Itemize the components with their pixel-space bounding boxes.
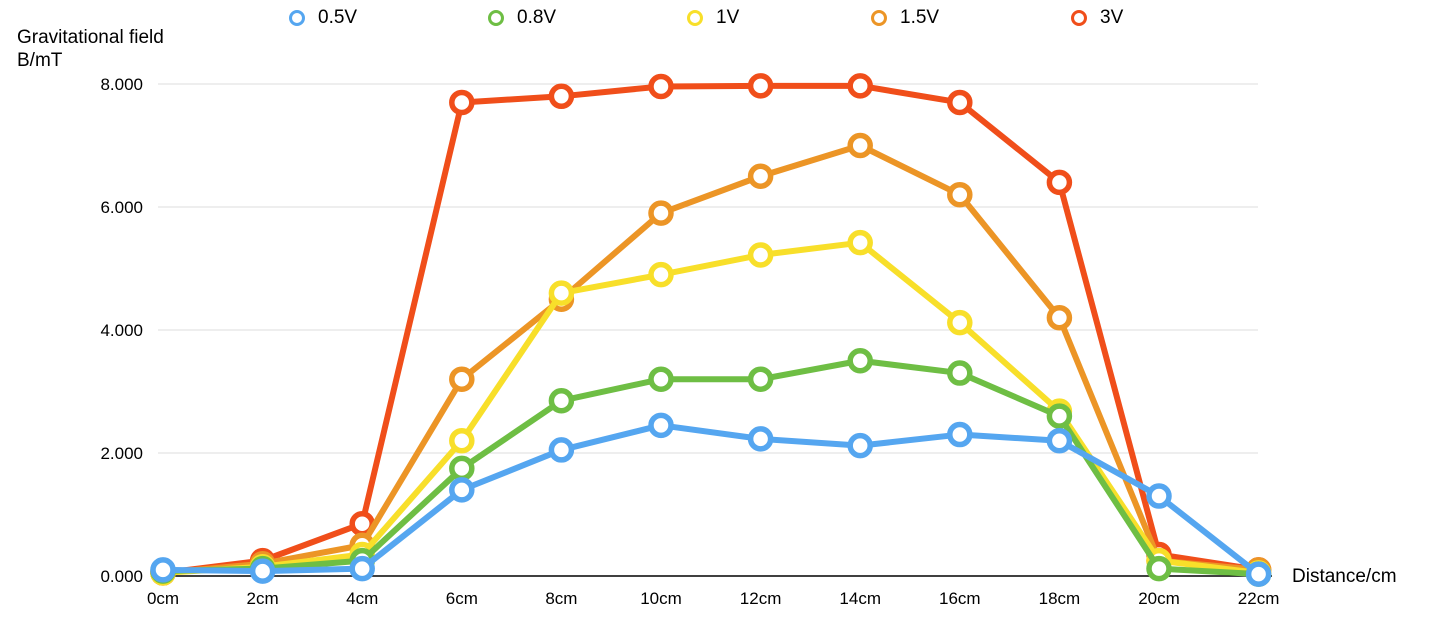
data-point [648,261,674,288]
legend-label: 0.8V [517,7,557,28]
x-axis-title: Distance/cm [1292,566,1397,587]
data-point [1046,304,1073,331]
data-point [1046,403,1073,429]
x-tick-label: 16cm [939,589,981,608]
data-point [947,309,973,336]
x-tick-label: 12cm [740,589,782,608]
data-point [847,229,873,256]
x-tick-label: 0cm [147,589,179,608]
data-point [449,89,475,116]
data-point [747,426,774,452]
y-tick-label: 2.000 [100,444,143,463]
x-tick-label: 10cm [640,589,682,608]
y-axis-title-line1: Gravitational field [17,27,164,48]
data-point [747,163,774,189]
data-point [747,242,774,268]
data-point [847,73,873,99]
data-point [548,437,575,463]
data-point [947,181,973,208]
legend-marker [687,10,703,26]
y-tick-label: 8.000 [100,75,143,94]
legend-marker [1071,10,1087,26]
data-point [449,427,475,454]
x-tick-label: 2cm [247,589,279,608]
legend-label: 1V [716,7,740,28]
legend-item: 3V [1071,7,1123,29]
data-point [747,73,774,99]
legend-label: 1.5V [900,7,940,28]
series-line [160,82,1262,576]
series-line [160,422,1262,578]
data-point [648,366,674,392]
x-tick-label: 18cm [1039,589,1081,608]
data-point [947,421,973,448]
y-tick-label: 0.000 [100,567,143,586]
x-tick-label: 22cm [1238,589,1280,608]
data-point [648,200,674,226]
data-point [449,366,475,392]
data-point [349,555,375,582]
legend-item: 0.8V [488,7,556,29]
data-point [449,455,475,482]
legend-marker [488,10,504,26]
data-point [150,557,176,583]
y-tick-label: 6.000 [100,198,143,217]
data-point [648,412,674,439]
legend-label: 0.5V [318,7,358,28]
y-axis-title: Gravitational field B/mT [17,26,164,72]
data-point [249,558,276,584]
data-point [449,477,475,503]
data-point [847,348,873,374]
x-tick-label: 6cm [446,589,478,608]
data-point [1046,427,1073,454]
legend-marker [871,10,887,26]
data-point [1146,555,1172,582]
x-tick-label: 20cm [1138,589,1180,608]
data-point [1245,561,1272,587]
data-point [847,132,873,159]
series-line [160,142,1262,576]
data-point [1046,169,1073,196]
series-line [160,357,1262,578]
x-tick-label: 4cm [346,589,378,608]
chart-legend: 0.5V 0.8V 1V 1.5V 3V [0,7,1454,33]
data-point [548,280,575,306]
x-tick-label: 14cm [839,589,881,608]
legend-label: 3V [1100,7,1124,28]
legend-item: 0.5V [289,7,357,29]
data-point [648,73,674,100]
data-point [747,366,774,392]
y-axis-title-line2: B/mT [17,50,63,71]
legend-marker [289,10,305,26]
legend-item: 1V [687,7,739,29]
data-point [548,387,575,414]
y-tick-label: 4.000 [100,321,143,340]
legend-item: 1.5V [871,7,939,29]
data-point [548,83,575,110]
data-point [1146,483,1172,509]
data-point [847,432,873,459]
data-point [947,89,973,116]
data-point [947,360,973,386]
x-tick-label: 8cm [545,589,577,608]
